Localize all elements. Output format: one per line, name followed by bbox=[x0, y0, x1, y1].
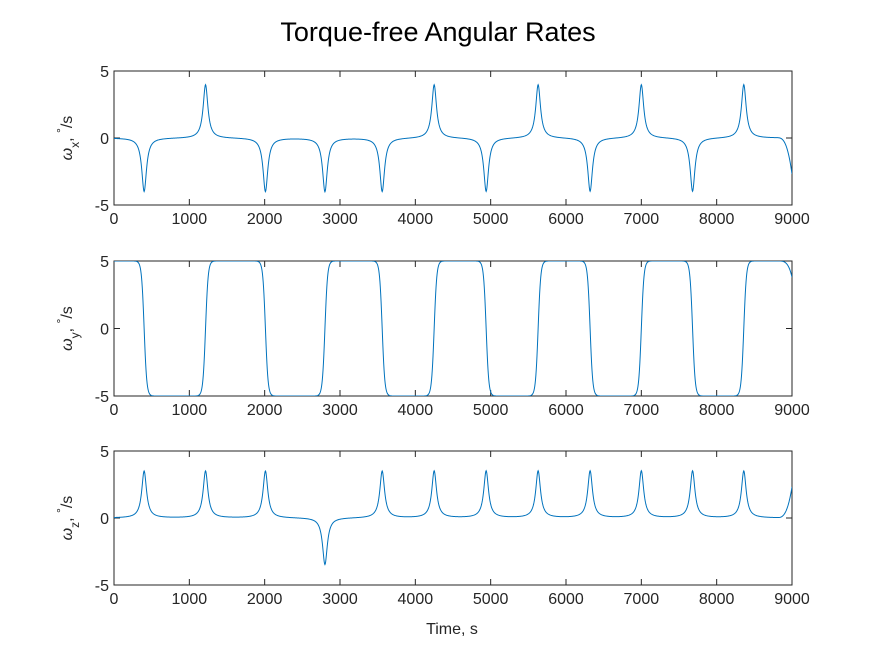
x-tick-label: 8000 bbox=[699, 211, 735, 228]
x-tick-label: 2000 bbox=[247, 402, 283, 419]
series-line-wx bbox=[114, 83, 792, 194]
x-tick-label: 9000 bbox=[774, 211, 810, 228]
x-tick-label: 4000 bbox=[398, 211, 434, 228]
x-tick-label: 6000 bbox=[548, 591, 584, 608]
x-tick-label: 5000 bbox=[473, 591, 509, 608]
x-tick-label: 9000 bbox=[774, 402, 810, 419]
x-tick-label: 4000 bbox=[398, 402, 434, 419]
plot-area bbox=[113, 70, 793, 206]
subplot-wz: 0 1000 2000 3000 4000 5000 6000 7000 8000 9000-50… bbox=[54, 444, 810, 608]
y-axis-label-wx: ωx, °/s bbox=[54, 116, 82, 161]
x-tick-label: 7000 bbox=[624, 402, 660, 419]
x-tick-label: 5000 bbox=[473, 211, 509, 228]
x-tick-label: 2000 bbox=[247, 211, 283, 228]
x-tick-label: 7000 bbox=[624, 211, 660, 228]
y-tick-label: -5 bbox=[95, 389, 109, 406]
y-axis-label-wy: ωy, °/s bbox=[54, 306, 82, 351]
subplot-wy: 0 1000 2000 3000 4000 5000 6000 7000 8000 9000-50… bbox=[54, 254, 810, 419]
plot-area bbox=[113, 260, 793, 397]
x-tick-label: 9000 bbox=[774, 591, 810, 608]
x-tick-label: 6000 bbox=[548, 211, 584, 228]
y-axis-label-wz: ωz, °/s bbox=[54, 496, 82, 541]
x-tick-label: 0 bbox=[110, 402, 119, 419]
x-tick-label: 5000 bbox=[473, 402, 509, 419]
x-tick-label: 3000 bbox=[322, 211, 358, 228]
x-tick-label: 7000 bbox=[624, 591, 660, 608]
x-tick-label: 1000 bbox=[172, 402, 208, 419]
plot-area bbox=[113, 450, 793, 586]
x-tick-label: 1000 bbox=[172, 211, 208, 228]
subplot-wx: 0 1000 2000 3000 4000 5000 6000 7000 8000 9000-50… bbox=[54, 64, 810, 228]
x-tick-label: 6000 bbox=[548, 402, 584, 419]
y-tick-label: 0 bbox=[100, 131, 109, 148]
y-tick-label: 5 bbox=[100, 444, 109, 461]
x-tick-label: 4000 bbox=[398, 591, 434, 608]
x-tick-label: 0 bbox=[110, 591, 119, 608]
y-tick-label: 5 bbox=[100, 254, 109, 271]
x-axis-label: Time, s bbox=[426, 621, 478, 638]
y-tick-label: 0 bbox=[100, 511, 109, 528]
x-tick-label: 3000 bbox=[322, 591, 358, 608]
y-tick-label: -5 bbox=[95, 198, 109, 215]
x-tick-label: 2000 bbox=[247, 591, 283, 608]
x-tick-label: 0 bbox=[110, 211, 119, 228]
figure-title: Torque-free Angular Rates bbox=[280, 17, 595, 47]
x-tick-label: 1000 bbox=[172, 591, 208, 608]
y-tick-label: 0 bbox=[100, 322, 109, 339]
x-tick-label: 8000 bbox=[699, 402, 735, 419]
x-tick-label: 8000 bbox=[699, 591, 735, 608]
x-tick-label: 3000 bbox=[322, 402, 358, 419]
y-tick-label: -5 bbox=[95, 578, 109, 595]
series-line-wz bbox=[114, 469, 792, 566]
y-tick-label: 5 bbox=[100, 64, 109, 81]
